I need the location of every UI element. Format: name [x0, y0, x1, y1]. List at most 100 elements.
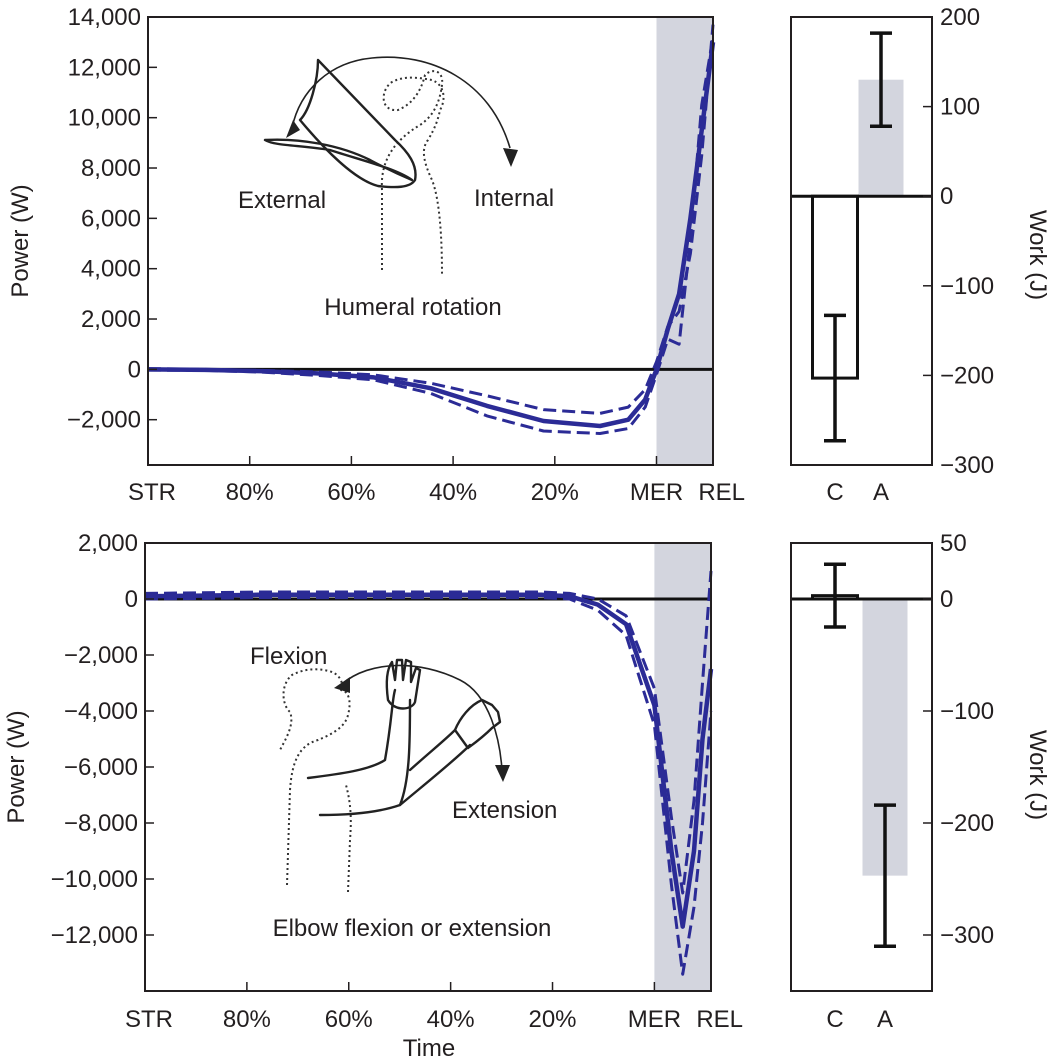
y-tick-label: 6,000 — [81, 205, 141, 232]
humeral-rotation-caption: Humeral rotation — [324, 294, 501, 321]
x-tick-label: A — [877, 1006, 893, 1033]
top-power-frame — [147, 16, 714, 466]
x-tick-label: 40% — [429, 479, 477, 506]
y-tick-label: 8,000 — [81, 155, 141, 182]
x-tick-label: 20% — [531, 479, 579, 506]
bottom-work-y-axis-label: Work (J) — [1024, 730, 1047, 820]
top-work-y-ticks: −300 −200 −100 0 100 200 — [923, 4, 994, 479]
y-tick-label: −10,000 — [51, 866, 138, 893]
top-power-chart: −2,000 0 2,000 4,000 6,000 8,000 10,000 12,000 1… — [7, 4, 745, 506]
y-tick-label: 100 — [940, 94, 980, 121]
external-arrow-head-icon — [286, 120, 300, 138]
internal-arrow-head-icon — [503, 148, 518, 167]
bottom-work-y-ticks: −300 −200 −100 0 50 — [923, 530, 994, 949]
top-power-y-ticks: −2,000 0 2,000 4,000 6,000 8,000 10,000 12,000 1… — [67, 4, 157, 434]
y-tick-label: 0 — [128, 356, 141, 383]
torso-outline-dotted — [279, 668, 351, 886]
bottom-work-frame — [790, 542, 933, 992]
y-tick-label: 12,000 — [68, 54, 141, 81]
y-tick-label: 2,000 — [78, 530, 138, 557]
top-work-error-bar-a — [870, 31, 892, 129]
y-tick-label: −12,000 — [51, 922, 138, 949]
x-tick-label: A — [873, 479, 889, 506]
bottom-power-chart: −12,000 −10,000 −8,000 −6,000 −4,000 −2,000 0 2… — [3, 530, 743, 1062]
y-tick-label: −2,000 — [67, 407, 141, 434]
x-tick-label: 40% — [427, 1006, 475, 1033]
time-axis-label: Time — [403, 1035, 455, 1062]
top-work-error-bar-c — [824, 313, 846, 443]
x-tick-label: 80% — [223, 1006, 271, 1033]
x-tick-label: MER — [630, 479, 683, 506]
top-power-mean-line — [147, 41, 716, 429]
y-tick-label: −100 — [940, 698, 994, 725]
rotation-arrow-arc — [291, 56, 511, 149]
y-tick-label: −8,000 — [64, 810, 138, 837]
x-tick-label: 20% — [528, 1006, 576, 1033]
y-tick-label: 2,000 — [81, 306, 141, 333]
bottom-power-upper-sd-line — [144, 570, 713, 895]
external-label: External — [238, 187, 326, 214]
y-tick-label: 4,000 — [81, 256, 141, 283]
x-tick-label: REL — [698, 479, 745, 506]
y-tick-label: 0 — [940, 586, 953, 613]
top-power-lower-sd-line — [147, 36, 715, 435]
bottom-power-x-ticks: STR 80% 60% 40% 20% MER REL — [125, 982, 743, 1033]
bottom-power-y-axis-label: Power (W) — [3, 710, 30, 823]
top-work-frame — [790, 16, 933, 466]
y-tick-label: 0 — [125, 586, 138, 613]
humeral-rotation-illustration — [263, 56, 518, 276]
y-tick-label: 0 — [940, 183, 953, 210]
extension-arrow-head-icon — [495, 765, 510, 782]
top-work-y-axis-label: Work (J) — [1024, 210, 1047, 300]
x-tick-label: STR — [125, 1006, 173, 1033]
elbow-flexion-illustration — [279, 658, 510, 893]
top-power-x-ticks: STR 80% 60% 40% 20% MER REL — [128, 456, 745, 506]
bottom-power-y-ticks: −12,000 −10,000 −8,000 −6,000 −4,000 −2,000 0 2… — [51, 530, 154, 949]
top-power-upper-sd-line — [147, 24, 715, 415]
y-tick-label: 50 — [940, 530, 967, 557]
upper-arm-outline — [298, 58, 417, 189]
back-outline-dotted — [345, 784, 352, 893]
extended-hand-outline — [453, 698, 502, 750]
flexion-arrow-head-icon — [334, 677, 350, 693]
forearm-extended-outline — [398, 728, 472, 807]
x-tick-label: 60% — [325, 1006, 373, 1033]
y-tick-label: −300 — [940, 452, 994, 479]
x-tick-label: STR — [128, 479, 176, 506]
torso-outline-dotted — [380, 70, 445, 276]
elbow-caption: Elbow flexion or extension — [273, 915, 552, 942]
y-tick-label: 10,000 — [68, 105, 141, 132]
bottom-work-error-bar-a — [874, 803, 896, 948]
y-tick-label: −4,000 — [64, 698, 138, 725]
y-tick-label: −200 — [940, 810, 994, 837]
x-tick-label: C — [826, 479, 843, 506]
y-tick-label: −300 — [940, 922, 994, 949]
bottom-work-error-bar-c — [824, 562, 846, 629]
y-tick-label: −100 — [940, 273, 994, 300]
x-tick-label: MER — [628, 1006, 681, 1033]
x-tick-label: 80% — [226, 479, 274, 506]
bottom-power-lower-sd-line — [144, 596, 713, 976]
y-tick-label: −2,000 — [64, 642, 138, 669]
x-tick-label: C — [826, 1006, 843, 1033]
raised-hand-outline — [385, 658, 422, 710]
flexion-arrow-arc — [341, 664, 503, 771]
upper-arm-outline — [306, 688, 412, 817]
x-tick-label: 60% — [327, 479, 375, 506]
y-tick-label: −6,000 — [64, 754, 138, 781]
y-tick-label: 200 — [940, 4, 980, 31]
extension-label: Extension — [452, 797, 557, 824]
x-tick-label: REL — [696, 1006, 743, 1033]
y-tick-label: 14,000 — [68, 4, 141, 31]
flexion-label: Flexion — [250, 643, 327, 670]
top-power-y-axis-label: Power (W) — [7, 184, 34, 297]
y-tick-label: −200 — [940, 362, 994, 389]
bottom-power-mean-line — [144, 592, 714, 929]
internal-label: Internal — [474, 185, 554, 212]
forearm-outline — [263, 138, 414, 182]
